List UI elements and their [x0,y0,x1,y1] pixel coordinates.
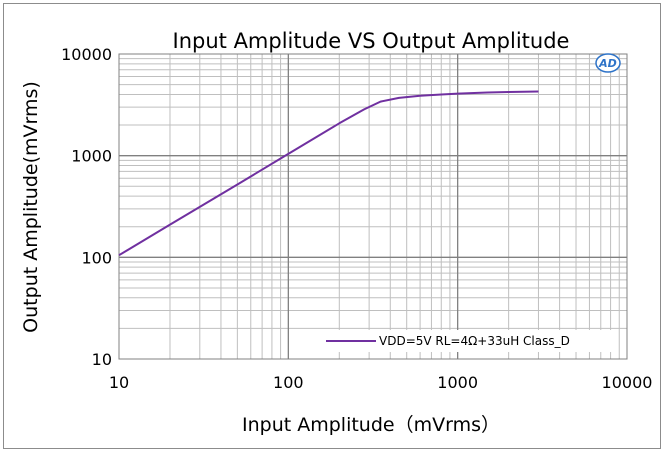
y-tick-labels: 10 100 1000 10000 [61,45,112,369]
x-tick-labels: 10 100 1000 10000 [109,373,653,392]
major-grid [119,54,627,359]
series-layer [118,90,539,257]
series-line-0 [118,90,539,257]
x-axis-title: Input Amplitude（mVrms） [242,414,500,436]
plot-area [118,53,628,360]
x-tick-label: 100 [273,373,304,392]
x-tick-label: 1000 [437,373,478,392]
y-tick-label: 10000 [61,45,112,64]
chart-title: Input Amplitude VS Output Amplitude [173,29,570,53]
y-axis-title: Output Amplitude(mVrms) [20,81,42,333]
legend: VDD=5V RL=4Ω+33uH Class_D [324,330,612,352]
y-tick-label: 1000 [71,147,112,166]
chart-svg: 10 100 1000 10000 10 100 1000 10000 Input Ampl… [20,29,653,436]
logo-text: AD [598,57,617,70]
x-tick-label: 10000 [602,373,653,392]
y-tick-label: 100 [81,248,112,267]
chart-frame: 10 100 1000 10000 10 100 1000 10000 Input Ampl… [3,3,661,449]
legend-label: VDD=5V RL=4Ω+33uH Class_D [379,334,570,348]
x-tick-label: 10 [109,373,129,392]
y-tick-label: 10 [92,350,112,369]
ad-logo-icon: AD [595,53,621,73]
minor-grid [119,54,627,359]
